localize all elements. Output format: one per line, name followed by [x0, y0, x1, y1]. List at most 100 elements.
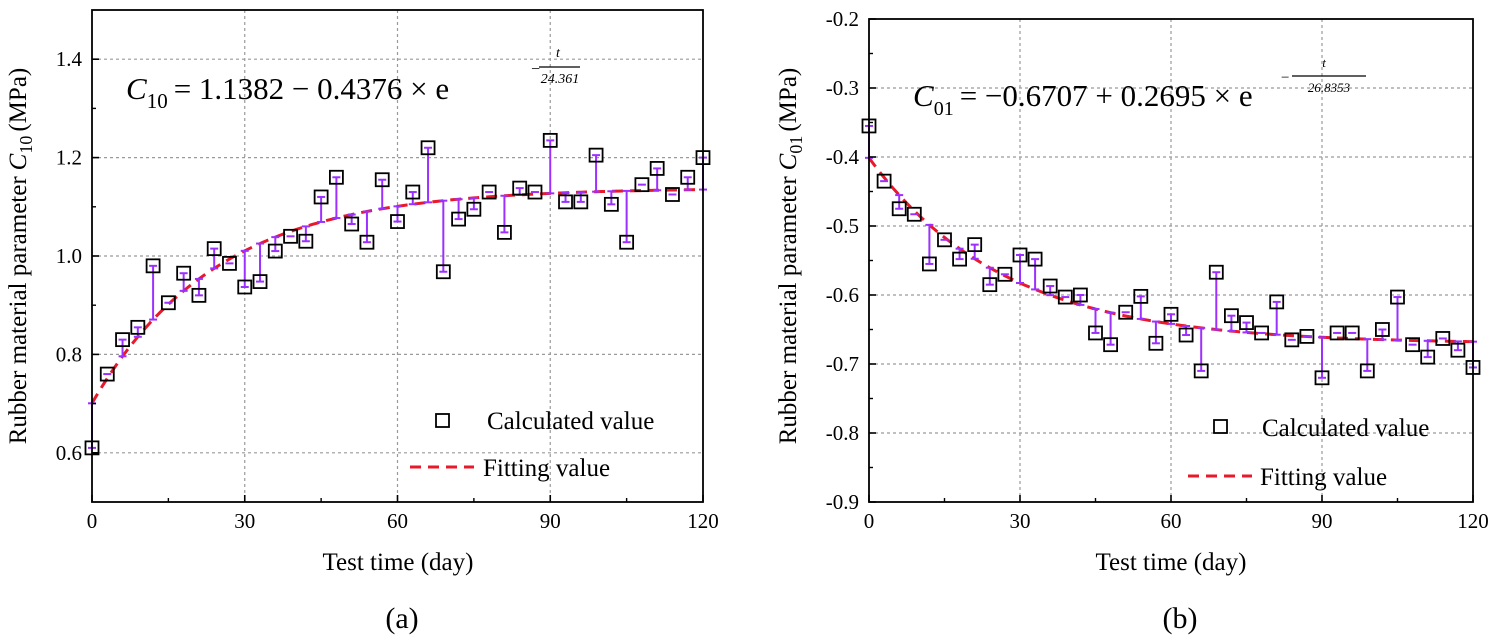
- data-point: [283, 228, 298, 244]
- data-point: [1012, 247, 1028, 263]
- data-point: [1344, 325, 1360, 341]
- y-axis-title-unit-b: (MPa): [775, 68, 802, 132]
- data-point: [1103, 337, 1118, 353]
- data-point: [1269, 294, 1285, 310]
- data-point: [1405, 337, 1420, 353]
- legend-marker-calculated-a: [435, 413, 450, 428]
- error-bars-b: [865, 124, 1477, 379]
- x-tick-label: 120: [687, 509, 719, 533]
- data-point: [603, 196, 619, 212]
- y-tick-label: 1.4: [56, 47, 83, 71]
- y-tick-label: 0.8: [56, 342, 82, 366]
- data-point: [1178, 327, 1194, 343]
- data-point: [481, 184, 497, 200]
- legend-a: Calculated value Fitting value: [410, 408, 654, 482]
- data-point: [1224, 308, 1239, 324]
- legend-label-fitting-b: Fitting value: [1260, 464, 1387, 491]
- eq-exp-num-a: t: [556, 46, 561, 61]
- error-bars-a: [88, 139, 707, 449]
- legend-marker-calculated-b: [1213, 419, 1228, 434]
- data-point: [558, 194, 573, 210]
- x-tick-label: 60: [1161, 509, 1182, 533]
- data-point: [1359, 363, 1375, 379]
- data-point: [1450, 342, 1466, 358]
- y-axis-title-b: Rubber material parameter C01 (MPa): [775, 68, 806, 445]
- data-point: [876, 173, 892, 189]
- data-point: [1193, 363, 1209, 379]
- data-point: [466, 201, 482, 217]
- x-tick-label: 30: [234, 509, 255, 533]
- data-point: [1208, 264, 1224, 280]
- data-point: [1435, 331, 1451, 346]
- x-axis-title-b: Test time (day): [1096, 549, 1247, 576]
- legend-b: Calculated value Fitting value: [1188, 415, 1429, 491]
- data-point: [359, 234, 375, 250]
- data-point: [680, 169, 696, 185]
- y-tick-label: -0.2: [826, 7, 859, 31]
- y-tick-label: 1.2: [56, 146, 82, 170]
- eq-symbol-a: C: [126, 71, 147, 106]
- y-tick-label: -0.8: [826, 421, 859, 445]
- data-point: [1314, 370, 1330, 386]
- y-tick-label: -0.3: [826, 76, 859, 100]
- y-tick-label: -0.6: [826, 283, 859, 307]
- data-point: [1239, 315, 1254, 331]
- markers-a: [84, 132, 711, 456]
- equation-b: C01 = −0.6707 + 0.2695 × e: [913, 78, 1253, 120]
- x-tick-label: 90: [540, 509, 561, 533]
- data-point: [405, 184, 421, 200]
- data-point: [191, 287, 207, 303]
- eq-symbol-b: C: [913, 78, 934, 113]
- panel-b: 0 30 60 90 120 -0.9 -0.8 -0.7 -0.6 -0.5 -0.4 -0.3 -0…: [775, 7, 1489, 635]
- data-point: [527, 184, 543, 200]
- data-point: [573, 194, 589, 210]
- data-point: [1088, 325, 1103, 341]
- data-point: [451, 211, 467, 227]
- data-point: [906, 206, 922, 222]
- data-point: [619, 234, 635, 250]
- data-point: [1329, 325, 1345, 341]
- data-point: [542, 132, 558, 148]
- data-point: [649, 161, 665, 176]
- eq-exp-den-b: 26.8353: [1308, 80, 1351, 95]
- data-point: [328, 169, 344, 185]
- data-point: [1073, 287, 1088, 303]
- data-point: [176, 265, 192, 281]
- data-point: [634, 177, 650, 193]
- data-point: [1420, 349, 1436, 365]
- y-axis-title-symbol-a: C: [5, 153, 32, 170]
- data-point: [891, 201, 907, 217]
- x-tick-label: 120: [1457, 509, 1489, 533]
- data-point: [982, 277, 998, 293]
- equation-a: C10 = 1.1382 − 0.4376 × e: [126, 71, 449, 113]
- data-point: [588, 147, 604, 163]
- eq-rhs-b: = −0.6707 + 0.2695 × e: [960, 78, 1253, 113]
- data-point: [665, 187, 680, 202]
- panel-label-a: (a): [385, 602, 418, 635]
- legend-label-calculated-b: Calculated value: [1262, 415, 1429, 442]
- y-axis-title-unit-a: (MPa): [5, 68, 32, 132]
- panel-label-b: (b): [1163, 602, 1198, 635]
- data-point: [130, 319, 146, 335]
- eq-exp-num-b: t: [1322, 55, 1326, 70]
- data-point: [512, 180, 528, 196]
- data-point: [1027, 251, 1043, 267]
- data-point: [435, 264, 451, 280]
- y-axis-title-symbol-b: C: [775, 153, 802, 170]
- y-tick-label: 0.6: [56, 441, 82, 465]
- data-point: [1375, 322, 1390, 337]
- data-point: [1118, 304, 1134, 320]
- markers-b: [861, 118, 1481, 386]
- x-tick-label: 60: [387, 509, 408, 533]
- x-tick-label: 0: [864, 509, 875, 533]
- eq-subscript-a: 10: [147, 89, 168, 113]
- data-point: [1057, 289, 1073, 305]
- y-tick-label: -0.5: [826, 214, 859, 238]
- data-point: [1254, 325, 1269, 341]
- eq-exp-den-a: 24.361: [541, 72, 580, 87]
- eq-exp-sign-b: −: [1281, 70, 1289, 86]
- data-point: [1163, 306, 1179, 322]
- y-axis-title-a: Rubber material parameter C10 (MPa): [5, 68, 36, 445]
- data-point: [922, 256, 937, 272]
